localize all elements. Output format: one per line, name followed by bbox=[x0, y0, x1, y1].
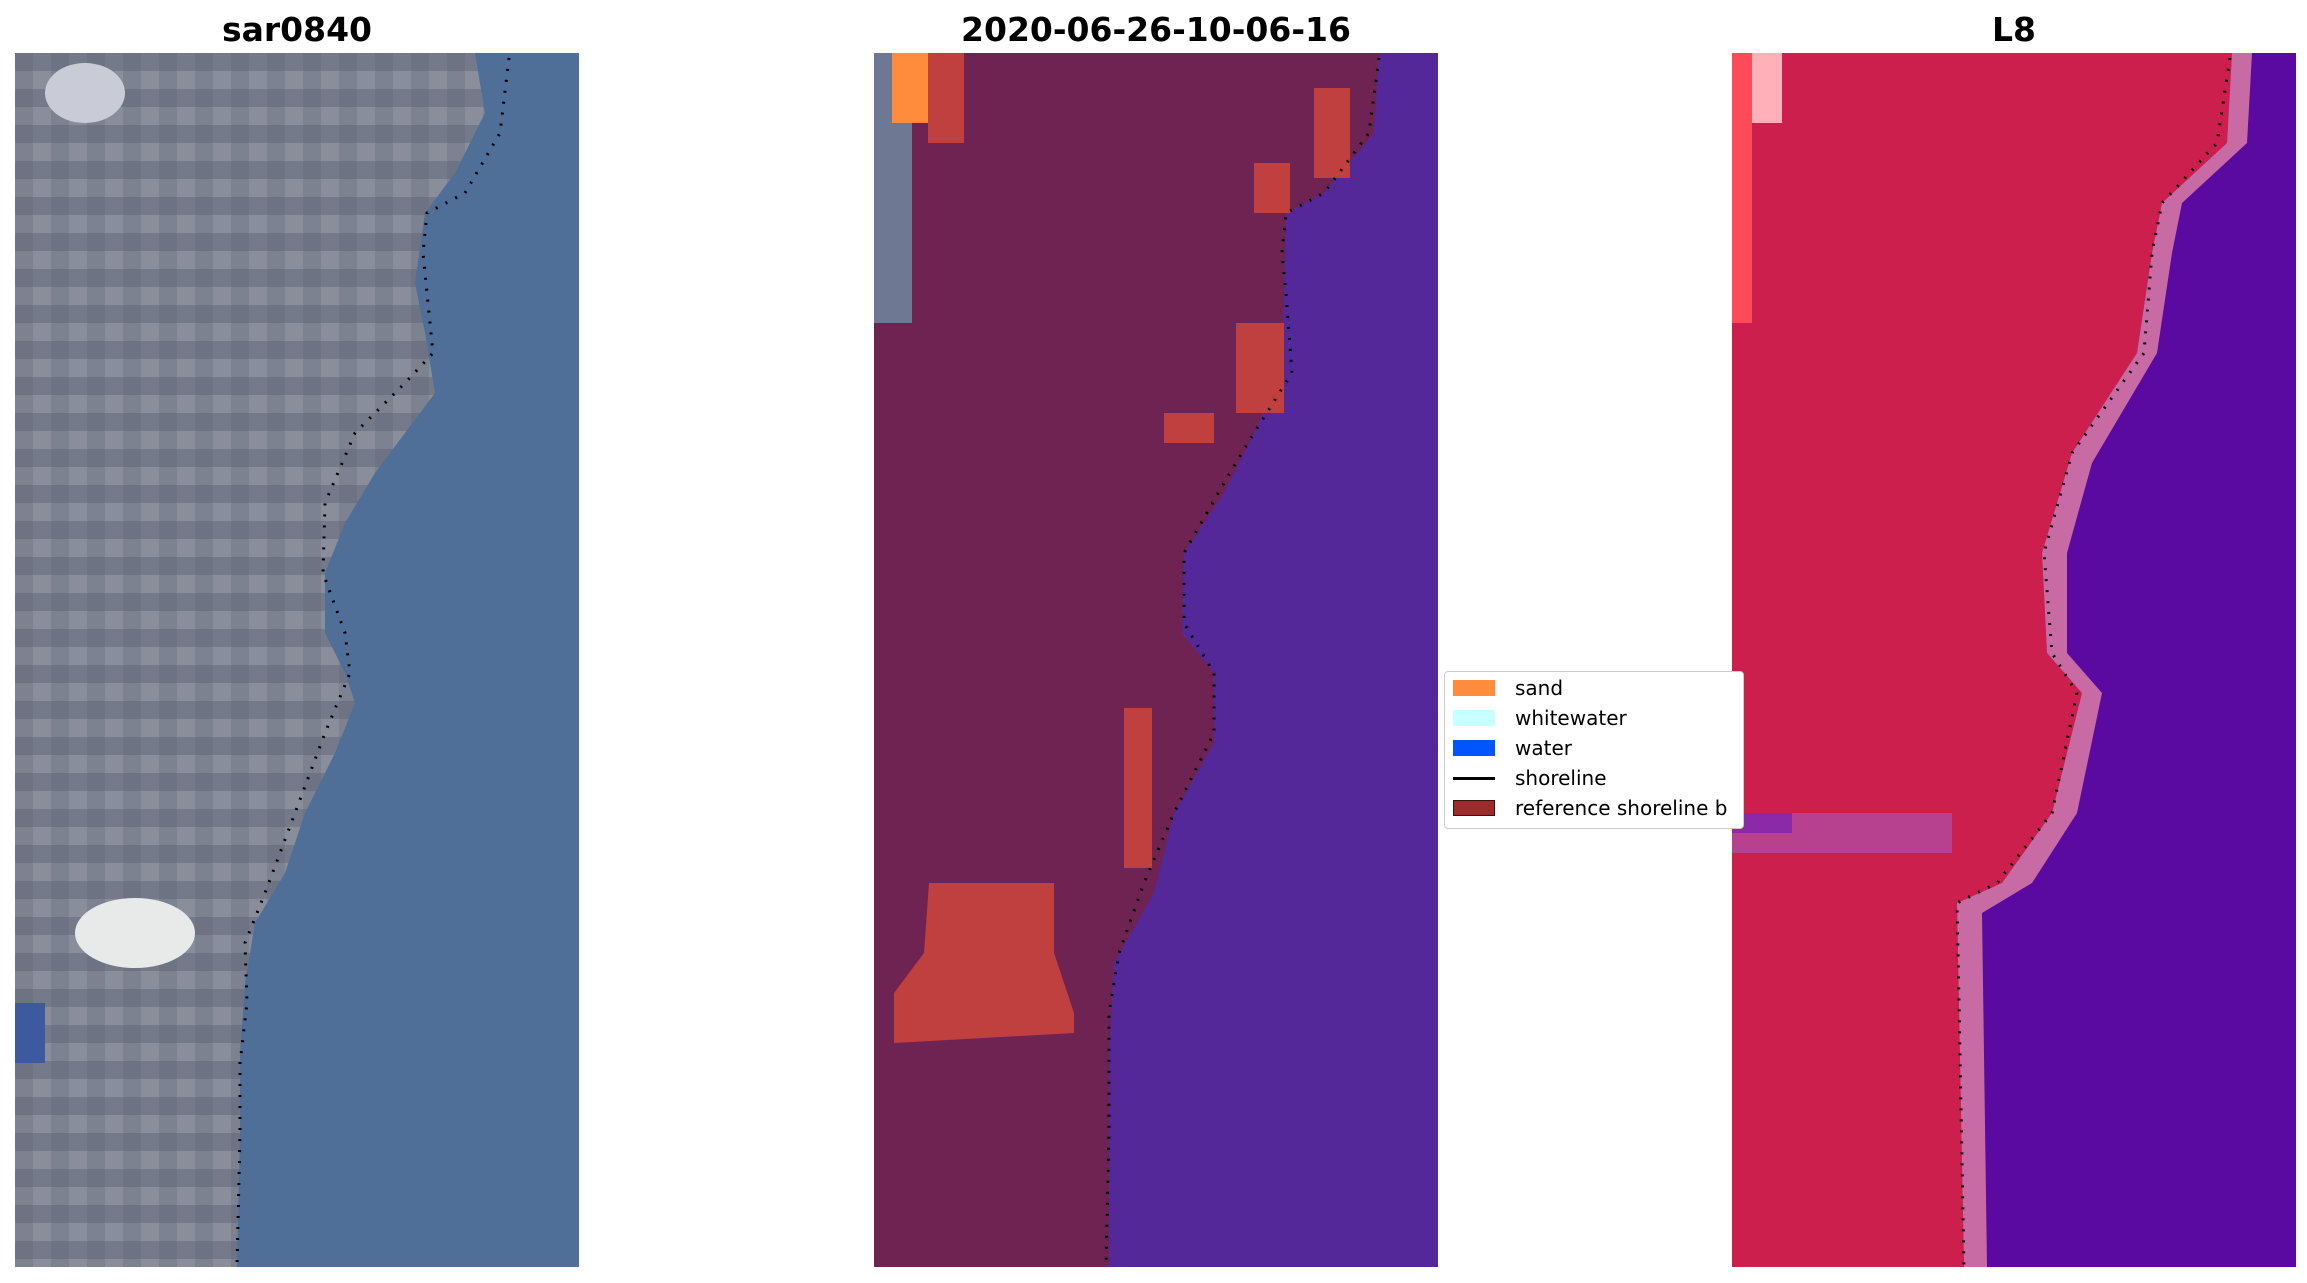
legend-item-shoreline: shoreline bbox=[1453, 764, 1607, 792]
blue-patch bbox=[15, 1003, 45, 1063]
bright-strip bbox=[1732, 53, 1752, 323]
reference-region bbox=[1124, 708, 1152, 868]
land-false-color bbox=[1732, 53, 2232, 1267]
reference-region bbox=[1164, 413, 1214, 443]
bright-patch bbox=[75, 898, 195, 968]
reference-region bbox=[1254, 163, 1290, 213]
legend-label: reference shoreline b bbox=[1515, 796, 1728, 820]
legend-item-reference-shoreline: reference shoreline b bbox=[1453, 794, 1727, 822]
legend-label: sand bbox=[1515, 676, 1564, 700]
bright-strip bbox=[1752, 53, 1782, 123]
legend-item-sand: sand bbox=[1453, 674, 1563, 702]
legend-item-whitewater: whitewater bbox=[1453, 704, 1627, 732]
legend-label: water bbox=[1515, 736, 1572, 760]
classified-image bbox=[874, 53, 1438, 1267]
reference-swatch-icon bbox=[1453, 800, 1495, 816]
road-strip bbox=[1732, 813, 1792, 833]
panel-title-l8: L8 bbox=[1992, 10, 2036, 49]
legend-label: whitewater bbox=[1515, 706, 1627, 730]
reference-region bbox=[894, 883, 1074, 1043]
l8-image-panel bbox=[1732, 53, 2296, 1267]
legend-label: shoreline bbox=[1515, 766, 1607, 790]
sand-swatch-icon bbox=[1453, 680, 1495, 696]
legend-item-water: water bbox=[1453, 734, 1572, 762]
whitewater-swatch-icon bbox=[1453, 710, 1495, 726]
legend: sand whitewater water shoreline referenc… bbox=[1444, 671, 1744, 829]
reference-region bbox=[1314, 88, 1350, 178]
bright-patch bbox=[45, 63, 125, 123]
classified-image-panel bbox=[874, 53, 1438, 1267]
panel-title-date: 2020-06-26-10-06-16 bbox=[961, 10, 1351, 49]
shoreline-line-icon bbox=[1453, 776, 1495, 780]
water-swatch-icon bbox=[1453, 740, 1495, 756]
reference-region bbox=[1236, 323, 1284, 413]
l8-image bbox=[1732, 53, 2296, 1267]
panel-title-sar0840: sar0840 bbox=[221, 10, 373, 49]
sand-class bbox=[892, 53, 928, 123]
rgb-image bbox=[15, 53, 579, 1267]
rgb-image-panel bbox=[15, 53, 579, 1267]
reference-region bbox=[928, 53, 964, 143]
shoreline-dots bbox=[1955, 57, 2232, 1267]
